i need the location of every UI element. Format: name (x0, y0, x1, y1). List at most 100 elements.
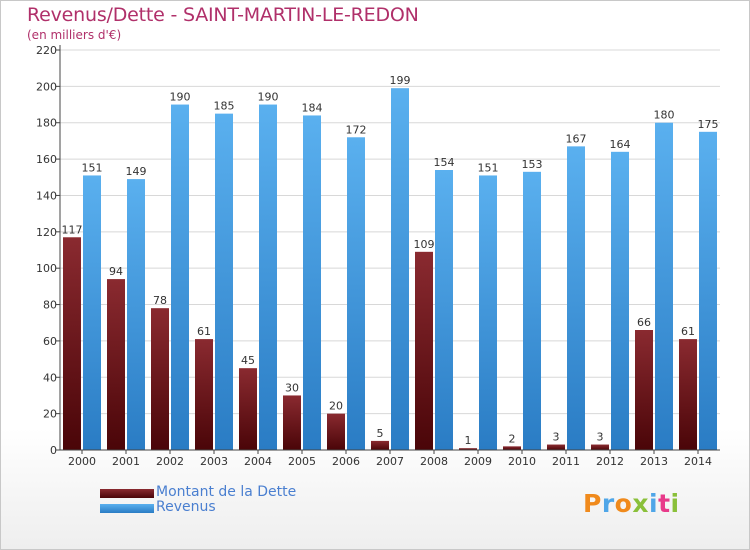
debt-bar (151, 308, 169, 450)
y-tick-label: 140 (36, 189, 57, 202)
debt-bar (415, 251, 433, 450)
y-tick-label: 60 (43, 335, 57, 348)
debt-value-label: 2 (509, 432, 516, 445)
debt-bar (635, 330, 653, 450)
revenue-value-label: 154 (434, 156, 455, 169)
x-tick-label: 2009 (464, 455, 492, 468)
debt-bar (679, 339, 697, 450)
revenue-value-label: 185 (214, 100, 235, 113)
y-tick-label: 40 (43, 371, 57, 384)
debt-value-label: 78 (153, 294, 167, 307)
y-tick-label: 80 (43, 299, 57, 312)
y-tick-label: 100 (36, 262, 57, 275)
revenue-bar (215, 113, 233, 451)
debt-value-label: 94 (109, 265, 123, 278)
debt-value-label: 20 (329, 400, 343, 413)
debt-value-label: 3 (553, 431, 560, 444)
revenue-bar (127, 179, 145, 450)
revenue-bar (391, 88, 409, 450)
debt-value-label: 5 (377, 427, 384, 440)
debt-value-label: 30 (285, 381, 299, 394)
debt-value-label: 117 (62, 223, 83, 236)
debt-value-label: 109 (414, 238, 435, 251)
x-tick-label: 2006 (332, 455, 360, 468)
x-tick-label: 2012 (596, 455, 624, 468)
y-tick-label: 220 (36, 44, 57, 57)
revenue-value-label: 153 (522, 158, 543, 171)
x-tick-label: 2002 (156, 455, 184, 468)
revenue-bar (655, 122, 673, 451)
x-tick-label: 2013 (640, 455, 668, 468)
revenue-value-label: 151 (82, 161, 103, 174)
y-tick-label: 180 (36, 117, 57, 130)
revenue-value-label: 180 (654, 109, 675, 122)
revenue-value-label: 190 (170, 91, 191, 104)
brand-letter: o (614, 489, 633, 518)
revenue-bar (567, 146, 585, 450)
brand-logo: Proxiti (583, 489, 680, 518)
debt-bar (283, 395, 301, 450)
revenue-value-label: 167 (566, 132, 587, 145)
debt-bar (503, 446, 521, 450)
debt-bar (327, 413, 345, 450)
legend-label-debt: Montant de la Dette (156, 484, 297, 500)
revenue-value-label: 149 (126, 165, 147, 178)
x-tick-label: 2005 (288, 455, 316, 468)
revenue-bar (611, 151, 629, 450)
debt-bar (107, 279, 125, 450)
bars-layer (63, 88, 717, 451)
debt-bar (371, 440, 389, 450)
revenue-bar (699, 131, 717, 450)
brand-letter: i (670, 489, 680, 518)
revenue-value-label: 190 (258, 91, 279, 104)
brand-letter: r (601, 489, 615, 518)
revenue-bar (303, 115, 321, 451)
debt-value-label: 1 (465, 434, 472, 447)
legend-swatch-revenue (100, 504, 154, 513)
x-tick-label: 2001 (112, 455, 140, 468)
y-tick-label: 120 (36, 226, 57, 239)
revenue-bar (479, 175, 497, 451)
debt-value-label: 45 (241, 354, 255, 367)
y-tick-label: 20 (43, 408, 57, 421)
brand-letter: x (632, 489, 649, 518)
revenue-value-label: 184 (302, 101, 323, 114)
grid-layer (60, 49, 720, 451)
debt-bar (195, 339, 213, 450)
debt-bar (239, 368, 257, 450)
revenue-value-label: 172 (346, 123, 367, 136)
revenue-value-label: 175 (698, 118, 719, 131)
debt-value-label: 61 (197, 325, 211, 338)
x-tick-label: 2010 (508, 455, 536, 468)
y-tick-label: 200 (36, 80, 57, 93)
y-tick-label: 160 (36, 153, 57, 166)
y-tick-label: 0 (50, 444, 57, 457)
revenue-bar (435, 170, 453, 450)
revenue-bar (83, 175, 101, 451)
revenue-value-label: 164 (610, 138, 631, 151)
x-tick-label: 2008 (420, 455, 448, 468)
x-tick-label: 2011 (552, 455, 580, 468)
labels-layer: 117 151 94 149 78 190 61 185 45 190 30 184 20 172 5 199… (62, 74, 719, 447)
x-tick-label: 2000 (68, 455, 96, 468)
chart-title: Revenus/Dette - SAINT-MARTIN-LE-REDON (27, 4, 419, 26)
debt-value-label: 3 (597, 431, 604, 444)
revenue-bar (347, 137, 365, 451)
revenue-bar (523, 171, 541, 450)
chart-subtitle: (en milliers d'€) (27, 28, 122, 42)
debt-value-label: 66 (637, 316, 651, 329)
debt-bar (591, 444, 609, 450)
debt-bar (547, 444, 565, 450)
x-tick-label: 2004 (244, 455, 272, 468)
debt-bar (63, 237, 81, 450)
x-tick-label: 2007 (376, 455, 404, 468)
brand-letter: P (583, 489, 602, 518)
x-tick-label: 2014 (684, 455, 712, 468)
revenue-value-label: 151 (478, 161, 499, 174)
brand-letter: t (658, 489, 671, 518)
debt-bar (459, 448, 477, 450)
revenue-bar (171, 104, 189, 450)
legend-label-revenue: Revenus (156, 499, 216, 515)
